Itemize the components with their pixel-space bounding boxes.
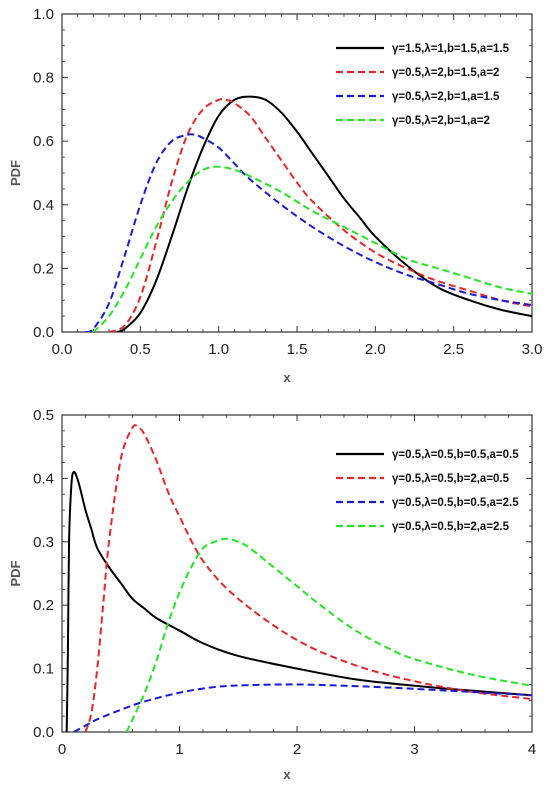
y-tick-label: 0.6: [33, 133, 54, 150]
series-line-3: [125, 537, 532, 732]
y-tick-label: 0.3: [33, 534, 54, 551]
y-tick-label: 0.0: [33, 724, 54, 741]
x-tick-label: 0.0: [52, 341, 73, 358]
series-line-3: [92, 165, 532, 332]
series-line-2: [85, 133, 532, 332]
series-line-0: [65, 470, 532, 732]
x-tick-label: 2.0: [365, 341, 386, 358]
legend-label-3: γ=0.5,λ=2,b=1,a=2: [392, 115, 490, 127]
legend-label-1: γ=0.5,λ=0.5,b=2,a=0.5: [392, 473, 510, 485]
legend-label-1: γ=0.5,λ=2,b=1.5,a=2: [392, 67, 499, 79]
y-tick-label: 0.1: [33, 661, 54, 678]
legend-label-0: γ=0.5,λ=0.5,b=0.5,a=0.5: [392, 449, 519, 461]
y-axis-title: PDF: [8, 160, 23, 186]
legend-label-3: γ=0.5,λ=0.5,b=2,a=2.5: [392, 521, 510, 533]
x-tick-label: 4: [528, 741, 536, 758]
x-tick-label: 0.5: [130, 341, 151, 358]
x-tick-label: 3: [410, 741, 418, 758]
x-tick-label: 2.5: [443, 341, 464, 358]
y-axis-title: PDF: [8, 560, 23, 586]
x-tick-label: 2: [293, 741, 301, 758]
chart-bottom: 0 1 2 3 4 0.0 0.1 0.2 0.3 0.4 0.5 x PDF γ=0.5,λ=0.5,b…: [8, 407, 536, 782]
legend-label-0: γ=1.5,λ=1,b=1.5,a=1.5: [392, 43, 510, 55]
y-tick-label: 1.0: [33, 6, 54, 23]
x-tick-label: 3.0: [522, 341, 543, 358]
plot-frame: [61, 13, 533, 333]
series-line-1: [84, 424, 532, 732]
chart-top: 0.0 0.5 1.0 1.5 2.0 2.5 3.0 0.0 0.2 0.4 0.6 0.8 1.0 x…: [8, 6, 543, 385]
legend-label-2: γ=0.5,λ=0.5,b=0.5,a=2.5: [392, 497, 519, 509]
series-line-0: [116, 95, 532, 332]
x-axis-title: x: [283, 370, 291, 385]
x-tick-label: 1: [175, 741, 183, 758]
legend-label-2: γ=0.5,λ=2,b=1,a=1.5: [392, 91, 500, 103]
x-tick-label: 1.5: [287, 341, 308, 358]
series-line-1: [108, 98, 532, 332]
x-tick-label: 1.0: [208, 341, 229, 358]
y-tick-label: 0.2: [33, 597, 54, 614]
y-tick-label: 0.4: [33, 197, 54, 214]
y-tick-label: 0.5: [33, 407, 54, 424]
x-tick-label: 0: [58, 741, 66, 758]
y-tick-label: 0.8: [33, 70, 54, 87]
series-line-2: [73, 683, 532, 732]
y-tick-label: 0.4: [33, 470, 54, 487]
y-tick-label: 0.0: [33, 324, 54, 341]
x-axis-title: x: [283, 767, 291, 782]
y-tick-label: 0.2: [33, 260, 54, 277]
